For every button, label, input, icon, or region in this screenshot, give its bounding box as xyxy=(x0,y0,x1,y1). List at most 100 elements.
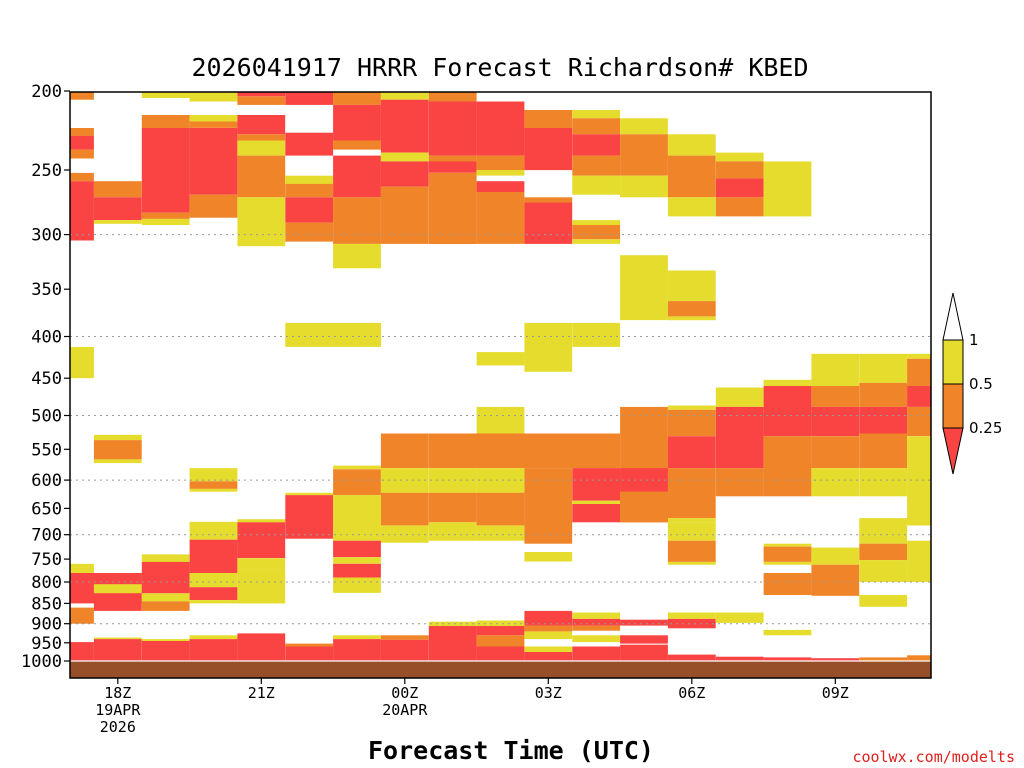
heatmap-cell-183 xyxy=(93,637,142,640)
heatmap-cell-153 xyxy=(667,540,716,562)
heatmap-cell-29 xyxy=(285,175,334,184)
heatmap-cell-215 xyxy=(667,612,716,619)
heatmap-cell-120 xyxy=(189,488,238,492)
heatmap-cell-217 xyxy=(667,654,716,661)
legend-bin-lt025 xyxy=(942,427,964,475)
heatmap-cell-16 xyxy=(189,115,238,122)
heatmap-cell-192 xyxy=(333,635,381,640)
heatmap-cell-6 xyxy=(93,181,142,198)
heatmap-cell-204 xyxy=(524,631,573,640)
heatmap-cell-51 xyxy=(476,170,525,176)
heatmap-cell-193 xyxy=(333,639,381,661)
heatmap-cell-39 xyxy=(380,92,429,100)
heatmap-cell-13 xyxy=(141,218,190,225)
heatmap-cell-218 xyxy=(715,612,764,623)
heatmap-cells xyxy=(70,92,931,661)
heatmap-cell-166 xyxy=(70,563,94,573)
heatmap-cell-0 xyxy=(70,92,94,100)
heatmap-cell-175 xyxy=(141,601,190,611)
x-tick-label-18-1: 19APR xyxy=(95,701,141,719)
heatmap-cell-31 xyxy=(285,197,334,223)
heatmap-cell-210 xyxy=(572,635,621,643)
heatmap-cell-117 xyxy=(907,436,931,526)
heatmap-cell-96 xyxy=(667,518,716,523)
heatmap-cell-174 xyxy=(141,593,190,602)
heatmap-cell-205 xyxy=(524,646,573,652)
heatmap-cell-221 xyxy=(763,657,812,661)
heatmap-cell-65 xyxy=(572,239,621,244)
heatmap-cell-40 xyxy=(380,99,429,153)
heatmap-cell-119 xyxy=(189,481,238,489)
heatmap-cell-92 xyxy=(667,405,716,410)
heatmap-cell-143 xyxy=(476,492,525,526)
heatmap-cell-124 xyxy=(237,522,286,559)
heatmap-cell-129 xyxy=(333,469,381,496)
heatmap-cell-97 xyxy=(715,387,764,407)
heatmap-cell-105 xyxy=(811,406,860,437)
legend-bin-05-1 xyxy=(942,339,964,385)
heatmap-cell-224 xyxy=(907,655,931,661)
heatmap-cell-57 xyxy=(524,202,573,244)
heatmap-cell-23 xyxy=(237,134,286,141)
heatmap-cell-181 xyxy=(859,595,908,607)
heatmap-cell-18 xyxy=(189,128,238,195)
heatmap-cell-123 xyxy=(237,519,286,523)
heatmap-cell-43 xyxy=(380,186,429,244)
heatmap-cell-42 xyxy=(380,161,429,187)
heatmap-cell-88 xyxy=(93,459,142,464)
heatmap-cell-63 xyxy=(572,220,621,225)
heatmap-cell-28 xyxy=(285,132,334,156)
heatmap-cell-116 xyxy=(907,406,931,437)
heatmap-cell-115 xyxy=(907,386,931,407)
heatmap-cell-104 xyxy=(811,386,860,407)
heatmap-cell-77 xyxy=(620,255,668,321)
heatmap-cell-220 xyxy=(763,629,812,636)
heatmap-cell-86 xyxy=(93,434,142,441)
heatmap-cell-188 xyxy=(189,639,238,661)
heatmap-cell-150 xyxy=(620,468,668,492)
heatmap-cell-199 xyxy=(476,626,525,636)
heatmap-cell-132 xyxy=(333,557,381,564)
heatmap-cell-56 xyxy=(524,197,573,203)
heatmap-cell-3 xyxy=(70,149,94,159)
ground-layer xyxy=(70,660,931,678)
heatmap-cell-137 xyxy=(380,492,429,526)
heatmap-cell-59 xyxy=(572,118,621,135)
x-tick-label-33-0: 09Z xyxy=(822,684,849,702)
heatmap-cell-145 xyxy=(524,468,573,544)
heatmap-cell-89 xyxy=(476,406,525,434)
heatmap-cell-154 xyxy=(667,561,716,565)
heatmap-cell-2 xyxy=(70,135,94,150)
heatmap-cell-87 xyxy=(93,440,142,460)
heatmap-cell-182 xyxy=(70,642,94,661)
legend-label-0: 1 xyxy=(969,331,979,349)
heatmap-cell-4 xyxy=(70,172,94,182)
heatmap-cell-209 xyxy=(572,625,621,631)
y-tick-label-200: 200 xyxy=(31,82,62,102)
heatmap-cell-68 xyxy=(620,175,668,198)
y-tick-label-350: 350 xyxy=(31,280,62,300)
heatmap-cell-35 xyxy=(333,140,381,150)
heatmap-cell-85 xyxy=(70,347,94,379)
heatmap-cell-45 xyxy=(428,101,477,156)
heatmap-cell-81 xyxy=(285,322,381,347)
y-tick-label-950: 950 xyxy=(31,634,62,654)
heatmap-cell-52 xyxy=(476,181,525,192)
heatmap-cell-202 xyxy=(524,610,573,626)
y-tick-label-750: 750 xyxy=(31,550,62,570)
heatmap-cell-151 xyxy=(620,491,668,523)
heatmap-cell-98 xyxy=(715,406,764,469)
heatmap-cell-101 xyxy=(763,386,812,437)
heatmap-cell-9 xyxy=(141,92,190,98)
heatmap-cell-49 xyxy=(476,101,525,156)
heatmap-cell-127 xyxy=(285,495,334,539)
heatmap-cell-106 xyxy=(811,436,860,469)
heatmap-cell-138 xyxy=(380,525,429,543)
heatmap-cell-74 xyxy=(715,178,764,198)
heatmap-cell-172 xyxy=(141,554,190,562)
heatmap-cell-152 xyxy=(667,522,716,541)
heatmap-cell-93 xyxy=(667,409,716,437)
heatmap-cell-44 xyxy=(428,92,477,102)
heatmap-cell-178 xyxy=(189,600,238,604)
